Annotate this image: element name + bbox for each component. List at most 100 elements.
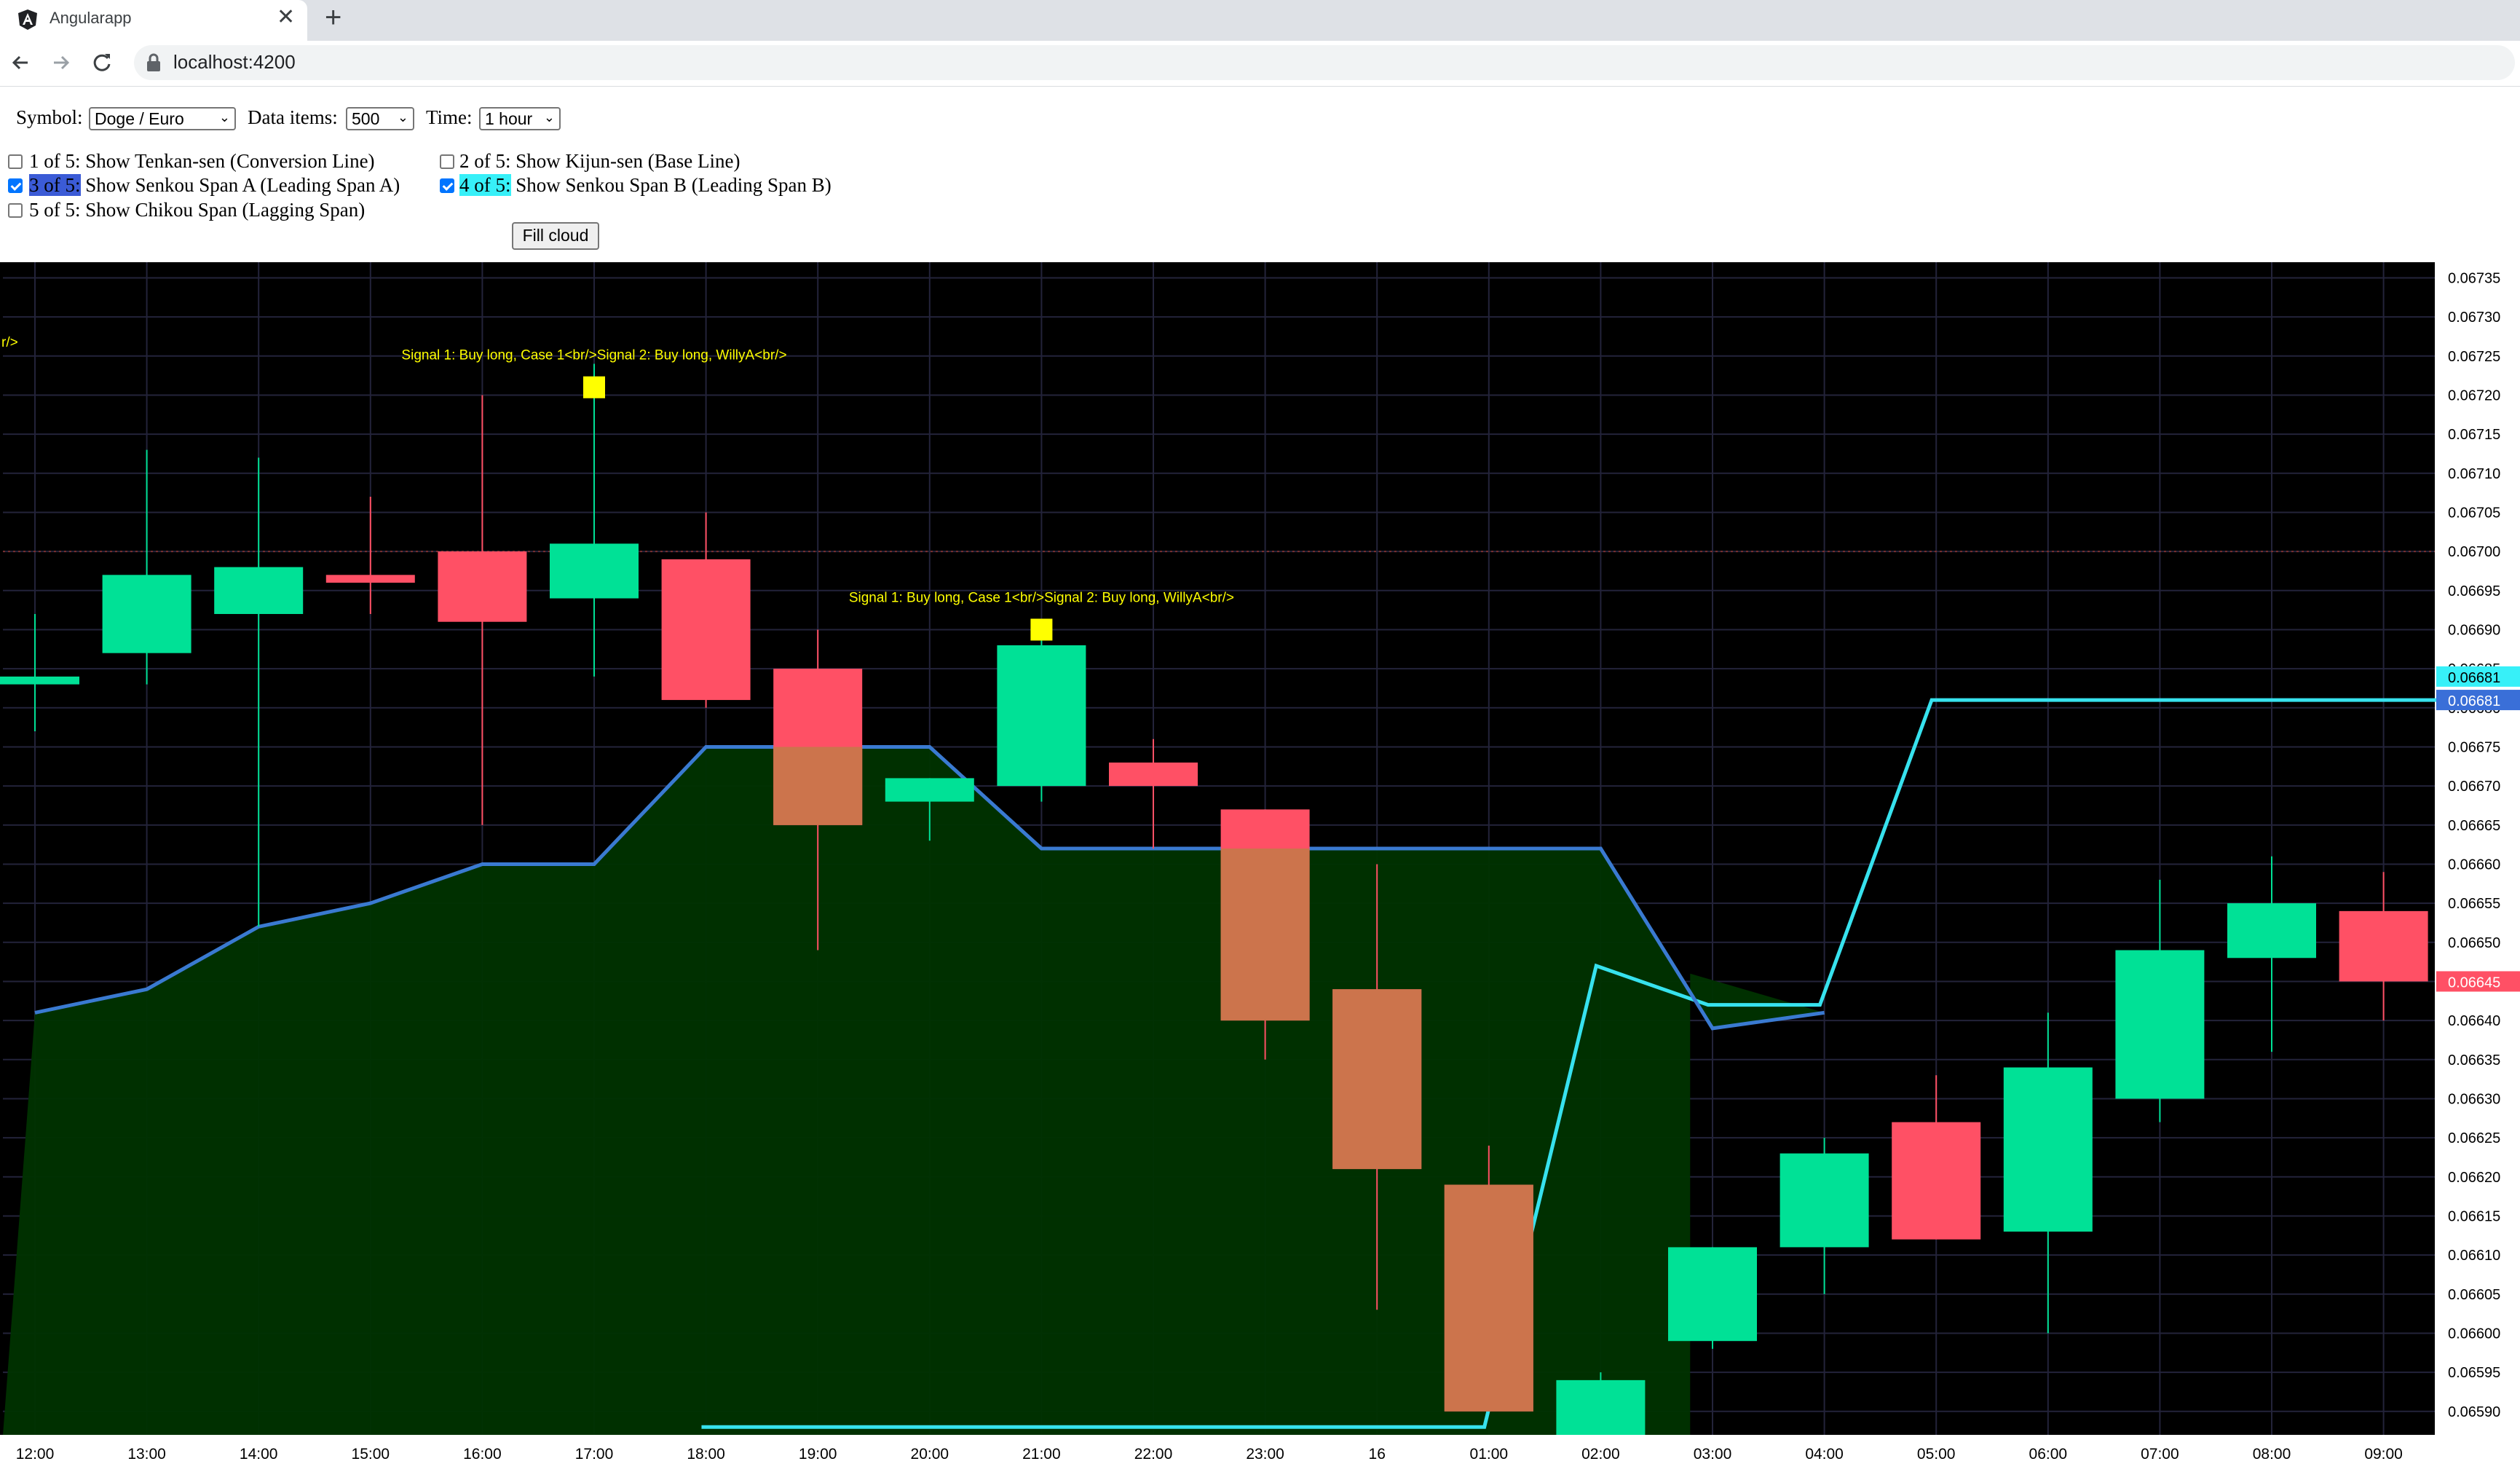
y-tick-label: 0.06600 [2448, 1326, 2500, 1342]
candle-body[interactable] [438, 551, 527, 622]
signal-marker[interactable] [1030, 618, 1053, 641]
y-tick-label: 0.06655 [2448, 896, 2500, 912]
data-items-select[interactable]: 500 ⌄ [346, 107, 414, 130]
y-tick-label: 0.06710 [2448, 466, 2500, 482]
x-tick-label: 20:00 [911, 1446, 949, 1463]
back-arrow-icon[interactable] [6, 48, 35, 77]
lock-icon[interactable] [146, 52, 162, 73]
new-tab-icon[interactable]: + [325, 1, 342, 34]
chevron-down-icon: ⌄ [397, 110, 408, 125]
tab-close-icon[interactable]: ✕ [277, 5, 296, 29]
candlestick-chart[interactable]: Signal 1: Buy long, Case 1<br/>Signal 2:… [0, 262, 2520, 1472]
y-tick-label: 0.06670 [2448, 779, 2500, 795]
price-badge [2436, 666, 2520, 687]
candle-body[interactable] [885, 778, 974, 802]
symbol-select[interactable]: Doge / Euro ⌄ [89, 107, 236, 130]
y-tick-label: 0.06635 [2448, 1052, 2500, 1068]
candle-body[interactable] [661, 559, 751, 701]
checkbox-senkou-span-b-label: 4 of 5: Show Senkou Span B (Leading Span… [459, 174, 832, 196]
candle-body[interactable] [2115, 950, 2205, 1099]
candle-body[interactable] [0, 676, 79, 685]
candle-body[interactable] [102, 575, 191, 653]
signal-marker[interactable] [583, 376, 605, 398]
price-axis-panel [2435, 262, 2520, 1472]
checkbox-senkou-span-a[interactable] [8, 178, 23, 193]
y-tick-label: 0.06640 [2448, 1013, 2500, 1029]
address-bar[interactable] [134, 45, 2515, 80]
reload-icon[interactable] [87, 48, 116, 77]
x-tick-label: 05:00 [1917, 1446, 1956, 1463]
x-tick-label: 13:00 [127, 1446, 166, 1463]
checkbox-chikou-span[interactable] [8, 203, 23, 218]
candle-body[interactable] [1556, 1379, 1646, 1435]
ichimoku-cloud-fill [3, 747, 1825, 1435]
x-tick-label: 14:00 [240, 1446, 278, 1463]
y-tick-label: 0.06610 [2448, 1248, 2500, 1264]
x-tick-label: 18:00 [687, 1446, 725, 1463]
y-tick-label: 0.06735 [2448, 270, 2500, 286]
y-tick-label: 0.06595 [2448, 1365, 2500, 1381]
checkbox-senkou-span-b[interactable] [440, 178, 454, 193]
checkbox-senkou-span-a-label: 3 of 5: Show Senkou Span A (Leading Span… [29, 174, 400, 196]
checkbox-kijun-sen-label: 2 of 5: Show Kijun-sen (Base Line) [459, 150, 740, 172]
x-tick-label: 22:00 [1134, 1446, 1173, 1463]
y-tick-label: 0.06715 [2448, 427, 2500, 443]
candle-body[interactable] [214, 567, 304, 614]
candle-body[interactable] [2003, 1067, 2093, 1232]
y-tick-label: 0.06605 [2448, 1287, 2500, 1303]
y-tick-label: 0.06615 [2448, 1208, 2500, 1224]
time-select-value: 1 hour [485, 109, 533, 128]
time-label: Time: [426, 106, 473, 128]
time-select[interactable]: 1 hour ⌄ [479, 107, 561, 130]
x-tick-label: 12:00 [16, 1446, 55, 1463]
tab-title: Angularapp [50, 9, 132, 27]
x-tick-label: 21:00 [1022, 1446, 1061, 1463]
x-tick-label: 15:00 [352, 1446, 390, 1463]
candle-body[interactable] [1892, 1122, 1981, 1240]
candle-body[interactable] [997, 645, 1086, 787]
x-tick-label: 23:00 [1246, 1446, 1284, 1463]
y-tick-label: 0.06630 [2448, 1091, 2500, 1107]
price-badge-label: 0.06645 [2448, 975, 2500, 991]
candle-body-in-cloud [773, 747, 863, 825]
y-tick-label: 0.06650 [2448, 935, 2500, 951]
x-tick-label: 08:00 [2253, 1446, 2291, 1463]
senkou-span-b-line [701, 698, 2492, 1429]
x-tick-label: 19:00 [799, 1446, 837, 1463]
y-tick-label: 0.06620 [2448, 1170, 2500, 1186]
price-badge [2436, 971, 2520, 992]
candle-body[interactable] [2227, 903, 2316, 959]
checkbox-chikou-span-label: 5 of 5: Show Chikou Span (Lagging Span) [29, 199, 366, 221]
y-tick-label: 0.06730 [2448, 310, 2500, 326]
checkbox-kijun-sen[interactable] [440, 154, 454, 169]
candle-body-in-cloud [1332, 989, 1422, 1170]
price-badge-label: 0.06681 [2448, 693, 2500, 709]
y-tick-label: 0.06675 [2448, 739, 2500, 755]
x-tick-label: 03:00 [1694, 1446, 1732, 1463]
y-tick-label: 0.06665 [2448, 818, 2500, 834]
candle-body[interactable] [2339, 910, 2428, 982]
browser-tab[interactable]: Angularapp ✕ [0, 0, 307, 41]
checkbox-tenkan-sen[interactable] [8, 154, 23, 169]
url-text[interactable]: localhost:4200 [173, 51, 296, 73]
browser-tabstrip: Angularapp ✕ + [0, 0, 2520, 41]
checkbox-tenkan-sen-label: 1 of 5: Show Tenkan-sen (Conversion Line… [29, 150, 375, 172]
candle-body[interactable] [550, 543, 639, 599]
signal-annotation-text: Signal 1: Buy long, Case 1<br/>Signal 2:… [849, 590, 1234, 605]
data-items-label: Data items: [248, 106, 338, 128]
candle-body[interactable] [325, 575, 415, 583]
x-tick-label: 07:00 [2141, 1446, 2179, 1463]
y-tick-label: 0.06700 [2448, 544, 2500, 560]
angular-logo-icon [18, 9, 37, 30]
forward-arrow-icon[interactable] [47, 48, 76, 77]
x-tick-label: 09:00 [2364, 1446, 2403, 1463]
browser-toolbar: localhost:4200 [0, 41, 2520, 87]
fill-cloud-button[interactable]: Fill cloud [512, 222, 599, 250]
candle-body[interactable] [1109, 762, 1198, 787]
x-tick-label: 06:00 [2029, 1446, 2068, 1463]
candle-body[interactable] [1668, 1247, 1757, 1342]
x-tick-label: 16:00 [463, 1446, 502, 1463]
y-tick-label: 0.06720 [2448, 387, 2500, 404]
candle-body[interactable] [1780, 1153, 1869, 1248]
candle-body-in-cloud [1444, 1184, 1533, 1412]
